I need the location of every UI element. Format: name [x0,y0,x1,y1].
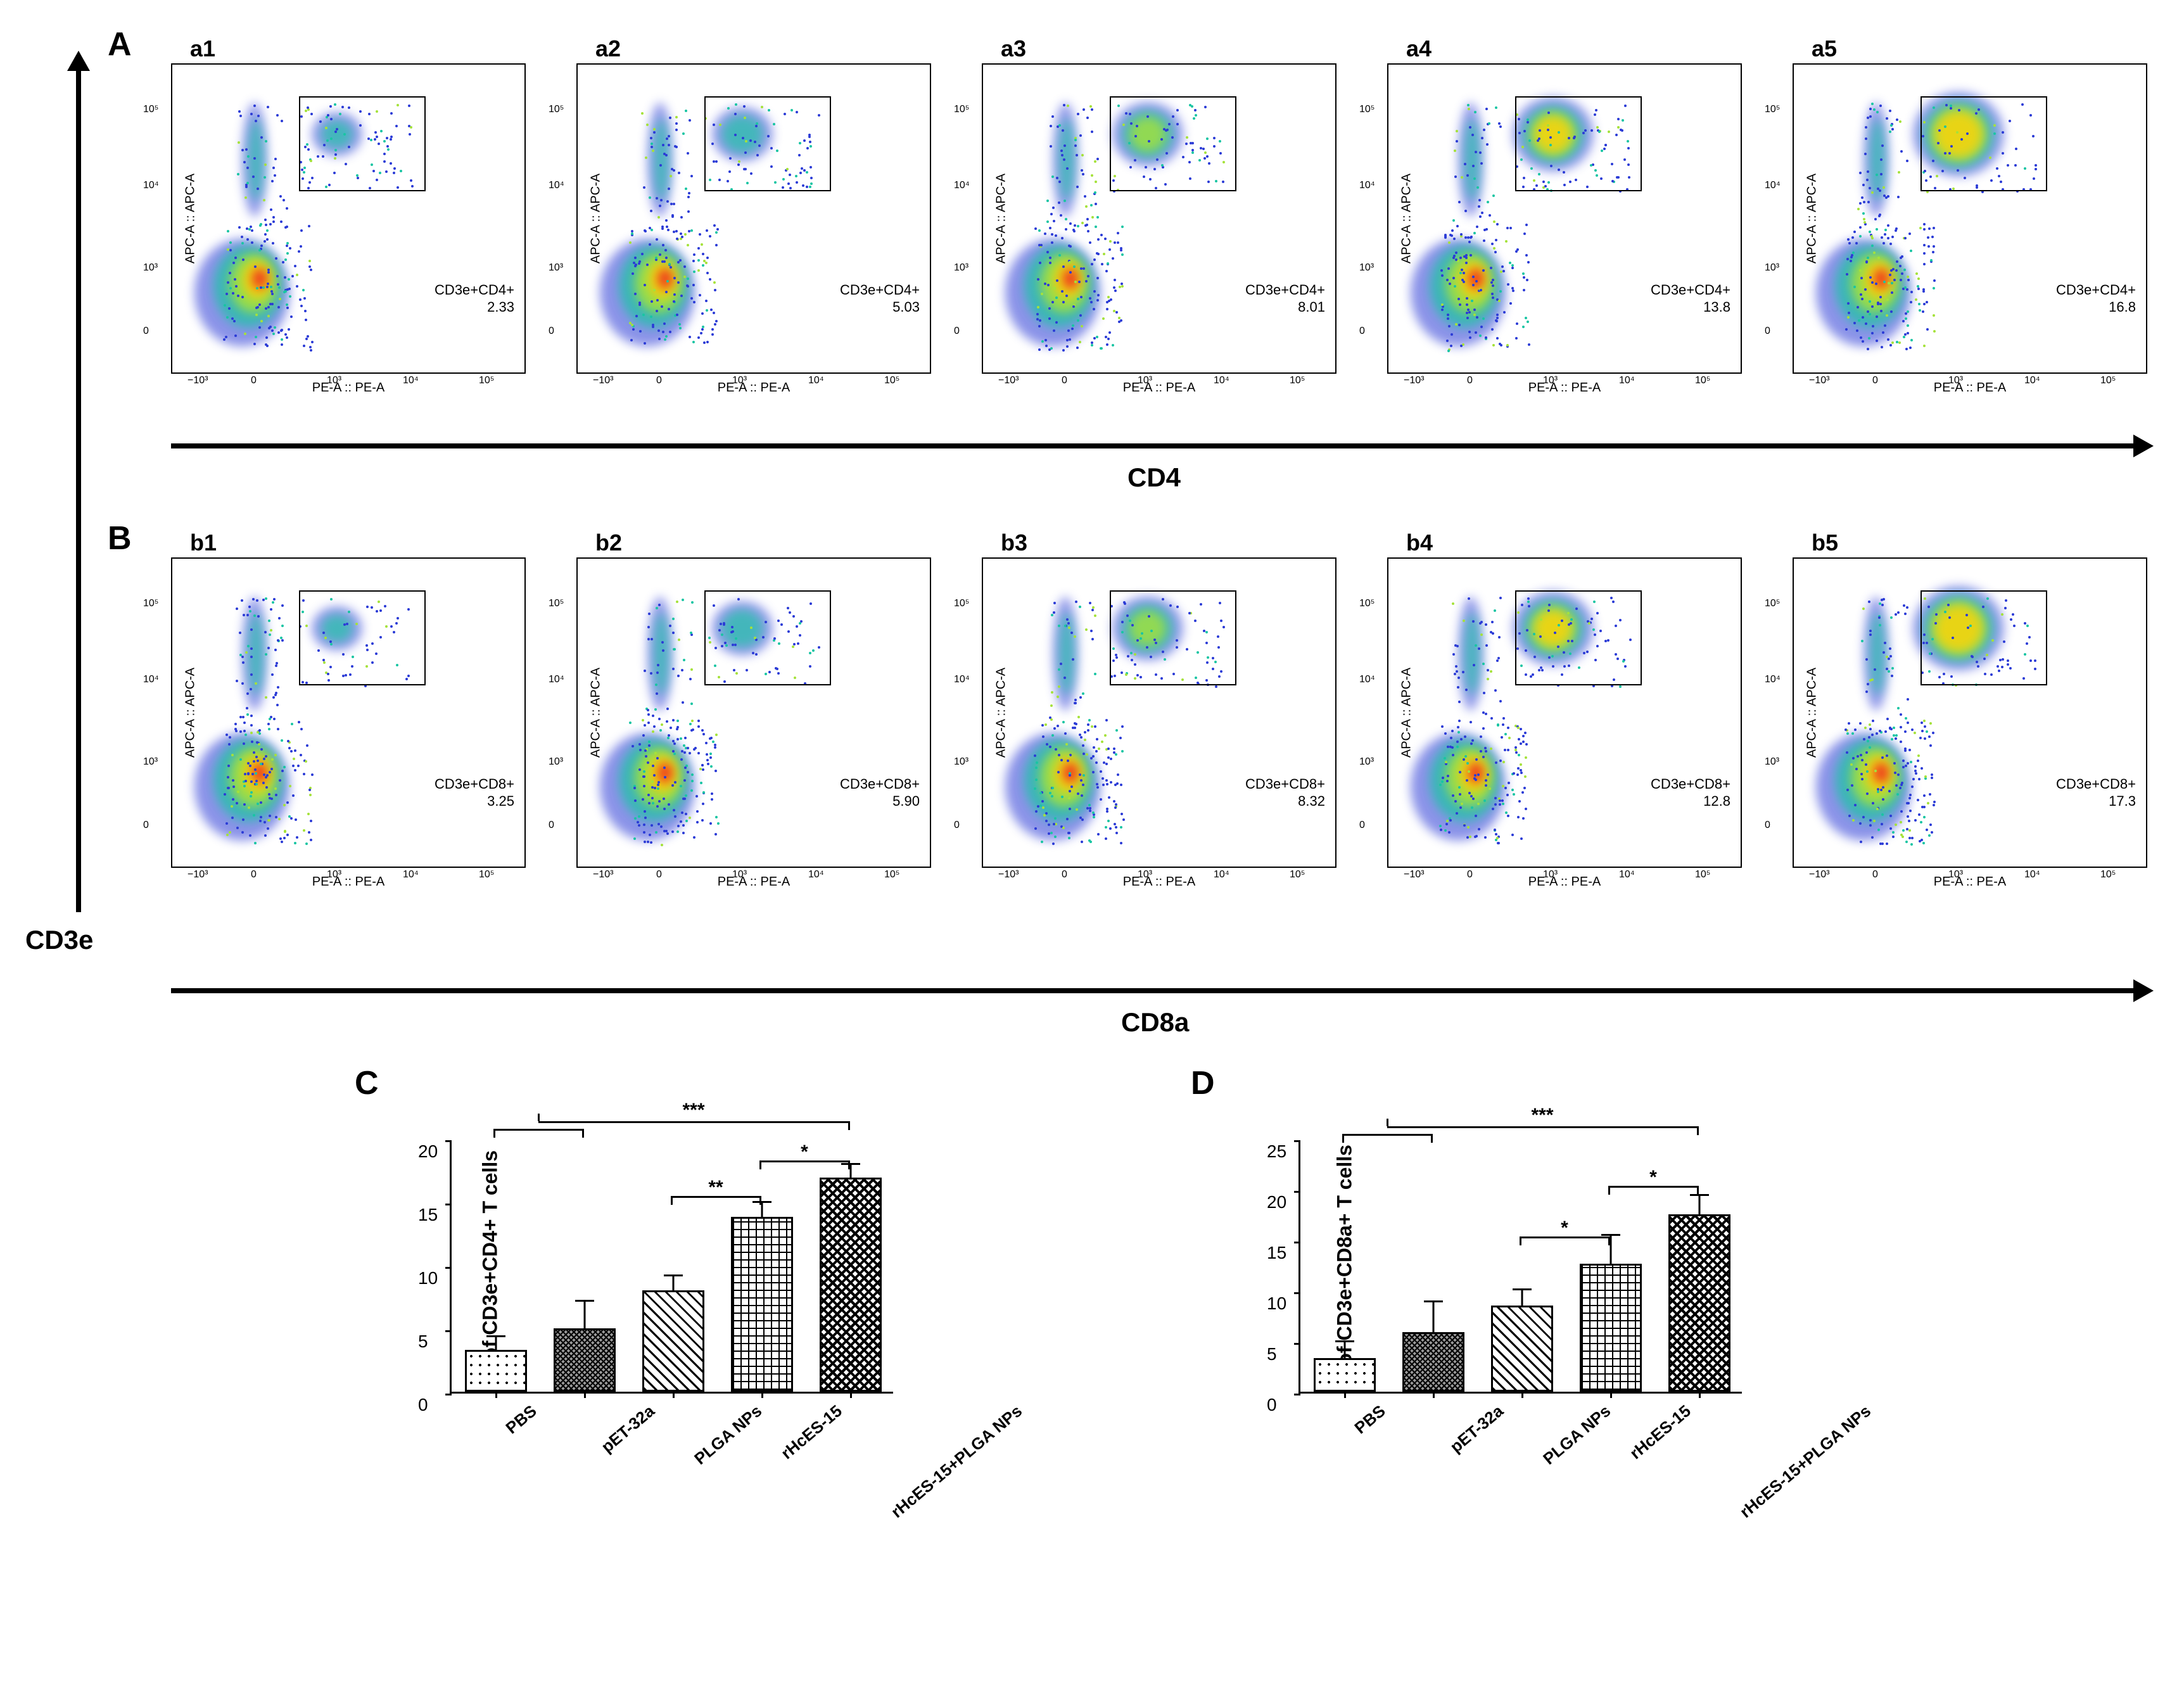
cd4-axis-label: CD4 [1127,462,1181,493]
facs-title: a4 [1406,35,1432,62]
facs-plot: APC-A :: APC-APE-A :: PE-A−10³010³10⁴10⁵… [576,557,931,868]
facs-row-b: b1APC-A :: APC-APE-A :: PE-A−10³010³10⁴1… [171,557,2147,868]
gate-label: CD3e+CD4+16.8 [2056,282,2136,315]
ytick-label: 20 [418,1141,570,1162]
significance-label: *** [1531,1105,1553,1126]
gate-label: CD3e+CD8+17.3 [2056,776,2136,810]
facs-y-axis-label: APC-A :: APC-A [1400,668,1414,758]
facs-plot: APC-A :: APC-APE-A :: PE-A−10³010³10⁴10⁵… [576,63,931,374]
xtick-label: pET-32a [597,1401,658,1457]
facs-plot: APC-A :: APC-APE-A :: PE-A−10³010³10⁴10⁵… [982,63,1336,374]
significance-label: * [801,1141,808,1163]
facs-x-axis-label: PE-A :: PE-A [718,381,790,395]
facs-plot: APC-A :: APC-APE-A :: PE-A−10³010³10⁴10⁵… [982,557,1336,868]
facs-y-axis-label: APC-A :: APC-A [1805,174,1820,264]
facs-row-a: a1APC-A :: APC-APE-A :: PE-A−10³010³10⁴1… [171,63,2147,374]
gate-label: CD3e+CD4+8.01 [1245,282,1325,315]
cd4-axis-arrow [171,443,2135,448]
facs-x-axis-label: PE-A :: PE-A [1934,381,2006,395]
facs-plot: APC-A :: APC-APE-A :: PE-A−10³010³10⁴10⁵… [1793,557,2147,868]
facs-y-axis-label: APC-A :: APC-A [184,174,198,264]
gate-label: CD3e+CD8+12.8 [1651,776,1730,810]
facs-title: a1 [190,35,215,62]
facs-x-axis-label: PE-A :: PE-A [1528,875,1601,889]
cd3e-axis-label: CD3e [25,925,93,955]
xtick-label: pET-32a [1446,1401,1507,1457]
facs-x-axis-label: PE-A :: PE-A [1528,381,1601,395]
bar-chart-cd8: % of CD3e+CD8a+ T cells 0510152025PBSpET… [1203,1115,1774,1495]
significance-label: ** [708,1177,723,1198]
panel-letter-a: A [108,25,132,63]
ytick-label: 25 [1267,1141,1419,1162]
facs-title: b5 [1812,530,1838,556]
facs-title: a2 [595,35,621,62]
facs-y-axis-label: APC-A :: APC-A [1805,668,1820,758]
chart-c-plot-area [450,1140,893,1394]
gate-label: CD3e+CD8+8.32 [1245,776,1325,810]
ytick-label: 15 [418,1205,570,1225]
ytick-label: 10 [1267,1293,1419,1314]
bar [731,1217,793,1392]
facs-x-axis-label: PE-A :: PE-A [1934,875,2006,889]
panel-letter-d: D [1191,1064,1215,1102]
facs-plot: APC-A :: APC-APE-A :: PE-A−10³010³10⁴10⁵… [171,557,526,868]
facs-x-axis-label: PE-A :: PE-A [312,875,384,889]
facs-x-axis-label: PE-A :: PE-A [312,381,384,395]
gate-label: CD3e+CD4+2.33 [435,282,514,315]
facs-plot: APC-A :: APC-APE-A :: PE-A−10³010³10⁴10⁵… [1387,63,1742,374]
facs-title: b3 [1001,530,1027,556]
cd8a-axis-arrow [171,988,2135,993]
ytick-label: 10 [418,1268,570,1288]
ytick-label: 5 [1267,1344,1419,1364]
xtick-label: rHcES-15+PLGA NPs [887,1401,1026,1522]
xtick-label: PLGA NPs [1539,1401,1615,1469]
ytick-label: 5 [418,1332,570,1352]
facs-x-axis-label: PE-A :: PE-A [1123,875,1195,889]
xtick-label: PLGA NPs [690,1401,766,1469]
significance-label: *** [682,1100,704,1121]
facs-y-axis-label: APC-A :: APC-A [1400,174,1414,264]
facs-title: a5 [1812,35,1837,62]
facs-title: b2 [595,530,622,556]
bar [1491,1306,1553,1392]
gate-label: CD3e+CD4+13.8 [1651,282,1730,315]
bar [1580,1264,1642,1392]
xtick-label: rHcES-15 [1626,1401,1695,1463]
gate-label: CD3e+CD4+5.03 [840,282,920,315]
ytick-label: 15 [1267,1243,1419,1263]
ytick-label: 0 [418,1395,570,1415]
facs-title: b1 [190,530,217,556]
facs-y-axis-label: APC-A :: APC-A [589,174,604,264]
bar [1668,1214,1730,1392]
significance-label: * [1649,1167,1657,1188]
bar [465,1350,527,1392]
xtick-label: rHcES-15+PLGA NPs [1736,1401,1875,1522]
facs-title: a3 [1001,35,1026,62]
facs-title: b4 [1406,530,1433,556]
bar [642,1290,704,1392]
facs-x-axis-label: PE-A :: PE-A [1123,381,1195,395]
bar-chart-cd4: % of CD3e+CD4+ T cells 05101520PBSpET-32… [355,1115,925,1495]
facs-y-axis-label: APC-A :: APC-A [994,668,1009,758]
ytick-label: 20 [1267,1192,1419,1212]
facs-y-axis-label: APC-A :: APC-A [589,668,604,758]
facs-x-axis-label: PE-A :: PE-A [718,875,790,889]
bar [820,1178,882,1392]
gate-label: CD3e+CD8+3.25 [435,776,514,810]
facs-plot: APC-A :: APC-APE-A :: PE-A−10³010³10⁴10⁵… [171,63,526,374]
ytick-label: 0 [1267,1395,1419,1415]
cd8a-axis-label: CD8a [1121,1007,1189,1038]
facs-plot: APC-A :: APC-APE-A :: PE-A−10³010³10⁴10⁵… [1793,63,2147,374]
gate-label: CD3e+CD8+5.90 [840,776,920,810]
significance-label: * [1561,1217,1568,1239]
facs-plot: APC-A :: APC-APE-A :: PE-A−10³010³10⁴10⁵… [1387,557,1742,868]
panel-letter-b: B [108,519,132,557]
cd3e-axis-arrow [76,70,81,912]
facs-y-axis-label: APC-A :: APC-A [994,174,1009,264]
panel-letter-c: C [355,1064,379,1102]
xtick-label: rHcES-15 [777,1401,846,1463]
facs-y-axis-label: APC-A :: APC-A [184,668,198,758]
